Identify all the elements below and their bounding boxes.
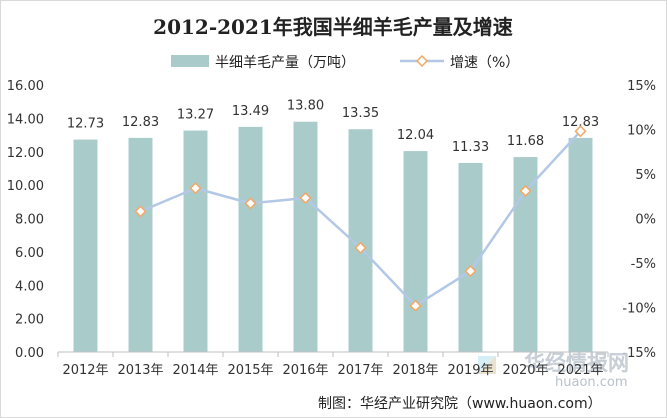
bar-data-label: 12.83	[122, 115, 159, 130]
x-axis-tick-label: 2014年	[172, 363, 218, 378]
right-axis-tick-label: 0%	[635, 213, 656, 228]
left-axis-tick-label: 16.00	[7, 79, 44, 94]
right-axis-tick-label: -5%	[631, 257, 656, 272]
right-axis-tick-label: 15%	[627, 79, 656, 94]
bar	[568, 137, 593, 352]
bar-data-label: 11.68	[507, 134, 544, 149]
growth-point	[134, 205, 147, 218]
growth-point	[464, 264, 477, 278]
bar	[183, 130, 208, 352]
bar-data-label: 12.04	[397, 128, 434, 143]
right-axis-tick-label: -10%	[622, 302, 656, 317]
left-axis-tick-label: 6.00	[15, 246, 44, 261]
growth-point	[354, 241, 367, 254]
x-axis-tick-label: 2015年	[227, 363, 273, 378]
left-axis-tick-label: 2.00	[15, 313, 44, 328]
right-axis-tick-label: -15%	[622, 346, 656, 361]
bar-data-labels: 12.73 12.83 13.27 13.49 13.80 13.35 12.04 11.33…	[67, 99, 599, 155]
chart-title: 2012-2021年我国半细羊毛产量及增速	[153, 15, 513, 39]
growth-line-series	[134, 125, 587, 312]
right-axis: -15% -10% -5% 0% 5% 10% 15%	[622, 79, 656, 361]
x-axis-tick-label: 2018年	[392, 363, 438, 378]
growth-point	[244, 197, 257, 210]
source-note: 制图：华经产业研究院（www.huaon.com）	[318, 396, 602, 412]
bar	[128, 137, 153, 352]
right-axis-tick-label: 5%	[635, 168, 656, 183]
left-axis-tick-label: 0.00	[15, 346, 44, 361]
bar	[238, 126, 263, 353]
watermark: 华经情报网 huaon.com	[478, 351, 629, 390]
bar-data-label: 13.27	[177, 108, 214, 123]
bar-data-label: 13.35	[342, 106, 379, 121]
x-axis-tick-label: 2021年	[557, 363, 603, 378]
left-axis-tick-label: 14.00	[7, 112, 44, 127]
x-axis-tick-label: 2016年	[282, 363, 328, 378]
bar-data-label: 13.80	[287, 99, 324, 114]
growth-point	[519, 184, 532, 197]
growth-point	[189, 182, 202, 195]
watermark-url: huaon.com	[555, 375, 628, 390]
bar	[73, 139, 98, 352]
left-axis-tick-label: 12.00	[7, 146, 44, 161]
bar-data-label: 11.33	[452, 140, 489, 155]
legend-bar-label: 半细羊毛产量（万吨）	[215, 55, 355, 71]
bar	[403, 151, 428, 352]
left-axis-tick-label: 4.00	[15, 279, 44, 294]
growth-point	[574, 125, 587, 138]
bar-data-label: 13.49	[232, 104, 269, 119]
bar-data-label: 12.83	[562, 115, 599, 130]
x-axis: 2012年 2013年 2014年 2015年 2016年 2017年 2018年 2019年…	[57, 351, 609, 378]
left-axis-tick-label: 8.00	[15, 213, 44, 228]
growth-point	[299, 191, 312, 205]
legend-line-label: 增速（%）	[450, 55, 519, 71]
watermark-logo-shape	[478, 356, 496, 374]
bar-series	[73, 121, 593, 353]
legend-bar-swatch	[171, 55, 209, 67]
bar-data-label: 12.73	[67, 117, 104, 132]
watermark-name: 华经情报网	[524, 351, 629, 375]
x-axis-tick-label: 2019年	[447, 363, 493, 378]
bar	[293, 121, 318, 353]
right-axis-tick-label: 10%	[627, 124, 656, 139]
left-axis-tick-label: 10.00	[7, 179, 44, 194]
x-axis-tick-label: 2012年	[62, 363, 108, 378]
legend-diamond-marker	[415, 54, 429, 68]
x-axis-tick-label: 2020年	[502, 363, 548, 378]
x-axis-tick-label: 2013年	[117, 363, 163, 378]
growth-point	[409, 299, 422, 312]
left-axis: 0.00 2.00 4.00 6.00 8.00 10.00 12.00 14.00 16.00	[7, 79, 44, 361]
legend: 半细羊毛产量（万吨） 增速（%）	[171, 54, 519, 71]
x-axis-tick-label: 2017年	[337, 363, 383, 378]
